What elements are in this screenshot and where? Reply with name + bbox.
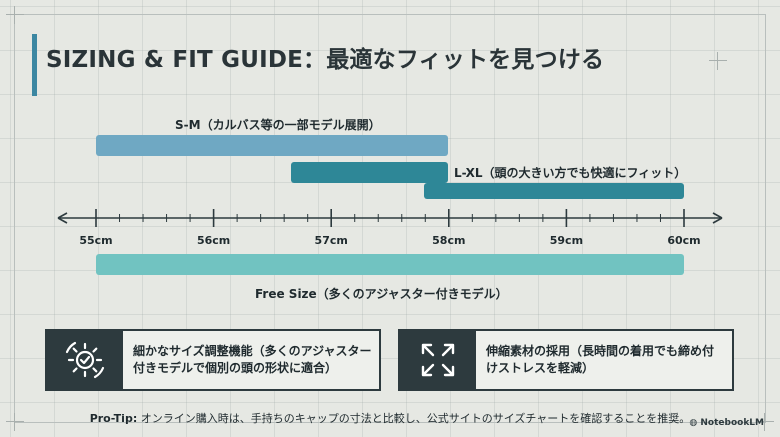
axis-tick-label: 59cm bbox=[550, 234, 583, 247]
range-bar-free-size bbox=[96, 254, 684, 275]
corner-plus-mark bbox=[6, 413, 24, 431]
feature-card-line: 付きモデルで個別の頭の形状に適合） bbox=[133, 361, 338, 375]
corner-plus-mark bbox=[709, 52, 727, 70]
feature-card-adjust: 細かなサイズ調整機能（多くのアジャスター 付きモデルで個別の頭の形状に適合） bbox=[45, 329, 381, 391]
axis-tick-label: 60cm bbox=[667, 234, 700, 247]
range-bar-l-xl-lower bbox=[424, 183, 684, 199]
axis-tick-label: 57cm bbox=[315, 234, 348, 247]
feature-card-line: 細かなサイズ調整機能（多くのアジャスター bbox=[133, 344, 372, 358]
corner-plus-mark bbox=[756, 413, 774, 431]
brand-name: NotebookLM bbox=[700, 418, 764, 428]
axis-tick-label: 55cm bbox=[79, 234, 112, 247]
feature-card-stretch-text: 伸縮素材の採用（長時間の着用でも締め付 けストレスを軽減） bbox=[476, 343, 714, 377]
axis-arrow-right bbox=[712, 212, 723, 224]
pro-tip-label: Pro-Tip: bbox=[89, 412, 138, 425]
slide-frame bbox=[14, 14, 766, 423]
corner-plus-mark bbox=[6, 6, 24, 24]
feature-card-line: けストレスを軽減） bbox=[486, 361, 595, 375]
range-bar-l-xl-upper bbox=[291, 162, 448, 183]
pro-tip: Pro-Tip: オンライン購入時は、手持ちのキャップの寸法と比較し、公式サイト… bbox=[0, 410, 780, 426]
feature-card-line: 伸縮素材の採用（長時間の着用でも締め付 bbox=[486, 344, 715, 358]
page-title: SIZING & FIT GUIDE：最適なフィットを見つける bbox=[46, 47, 605, 73]
brand-logo: ◍ NotebookLM bbox=[689, 418, 764, 428]
range-label-l-xl: L-XL（頭の大きい方でも快適にフィット） bbox=[454, 166, 687, 180]
gear-adjust-icon bbox=[47, 331, 123, 389]
axis-arrow-left bbox=[57, 212, 68, 224]
title-accent-bar bbox=[32, 34, 37, 96]
feature-card-adjust-text: 細かなサイズ調整機能（多くのアジャスター 付きモデルで個別の頭の形状に適合） bbox=[123, 343, 372, 377]
range-bar-s-m bbox=[96, 135, 448, 156]
axis-tick-label: 58cm bbox=[432, 234, 465, 247]
axis-tick-label: 56cm bbox=[197, 234, 230, 247]
expand-arrows-icon bbox=[400, 331, 476, 389]
range-label-free-size: Free Size（多くのアジャスター付きモデル） bbox=[255, 287, 508, 301]
range-label-s-m: S-M（カルバス等の一部モデル展開） bbox=[175, 118, 381, 132]
feature-card-stretch: 伸縮素材の採用（長時間の着用でも締め付 けストレスを軽減） bbox=[398, 329, 734, 391]
pro-tip-text: オンライン購入時は、手持ちのキャップの寸法と比較し、公式サイトのサイズチャートを… bbox=[137, 412, 691, 425]
